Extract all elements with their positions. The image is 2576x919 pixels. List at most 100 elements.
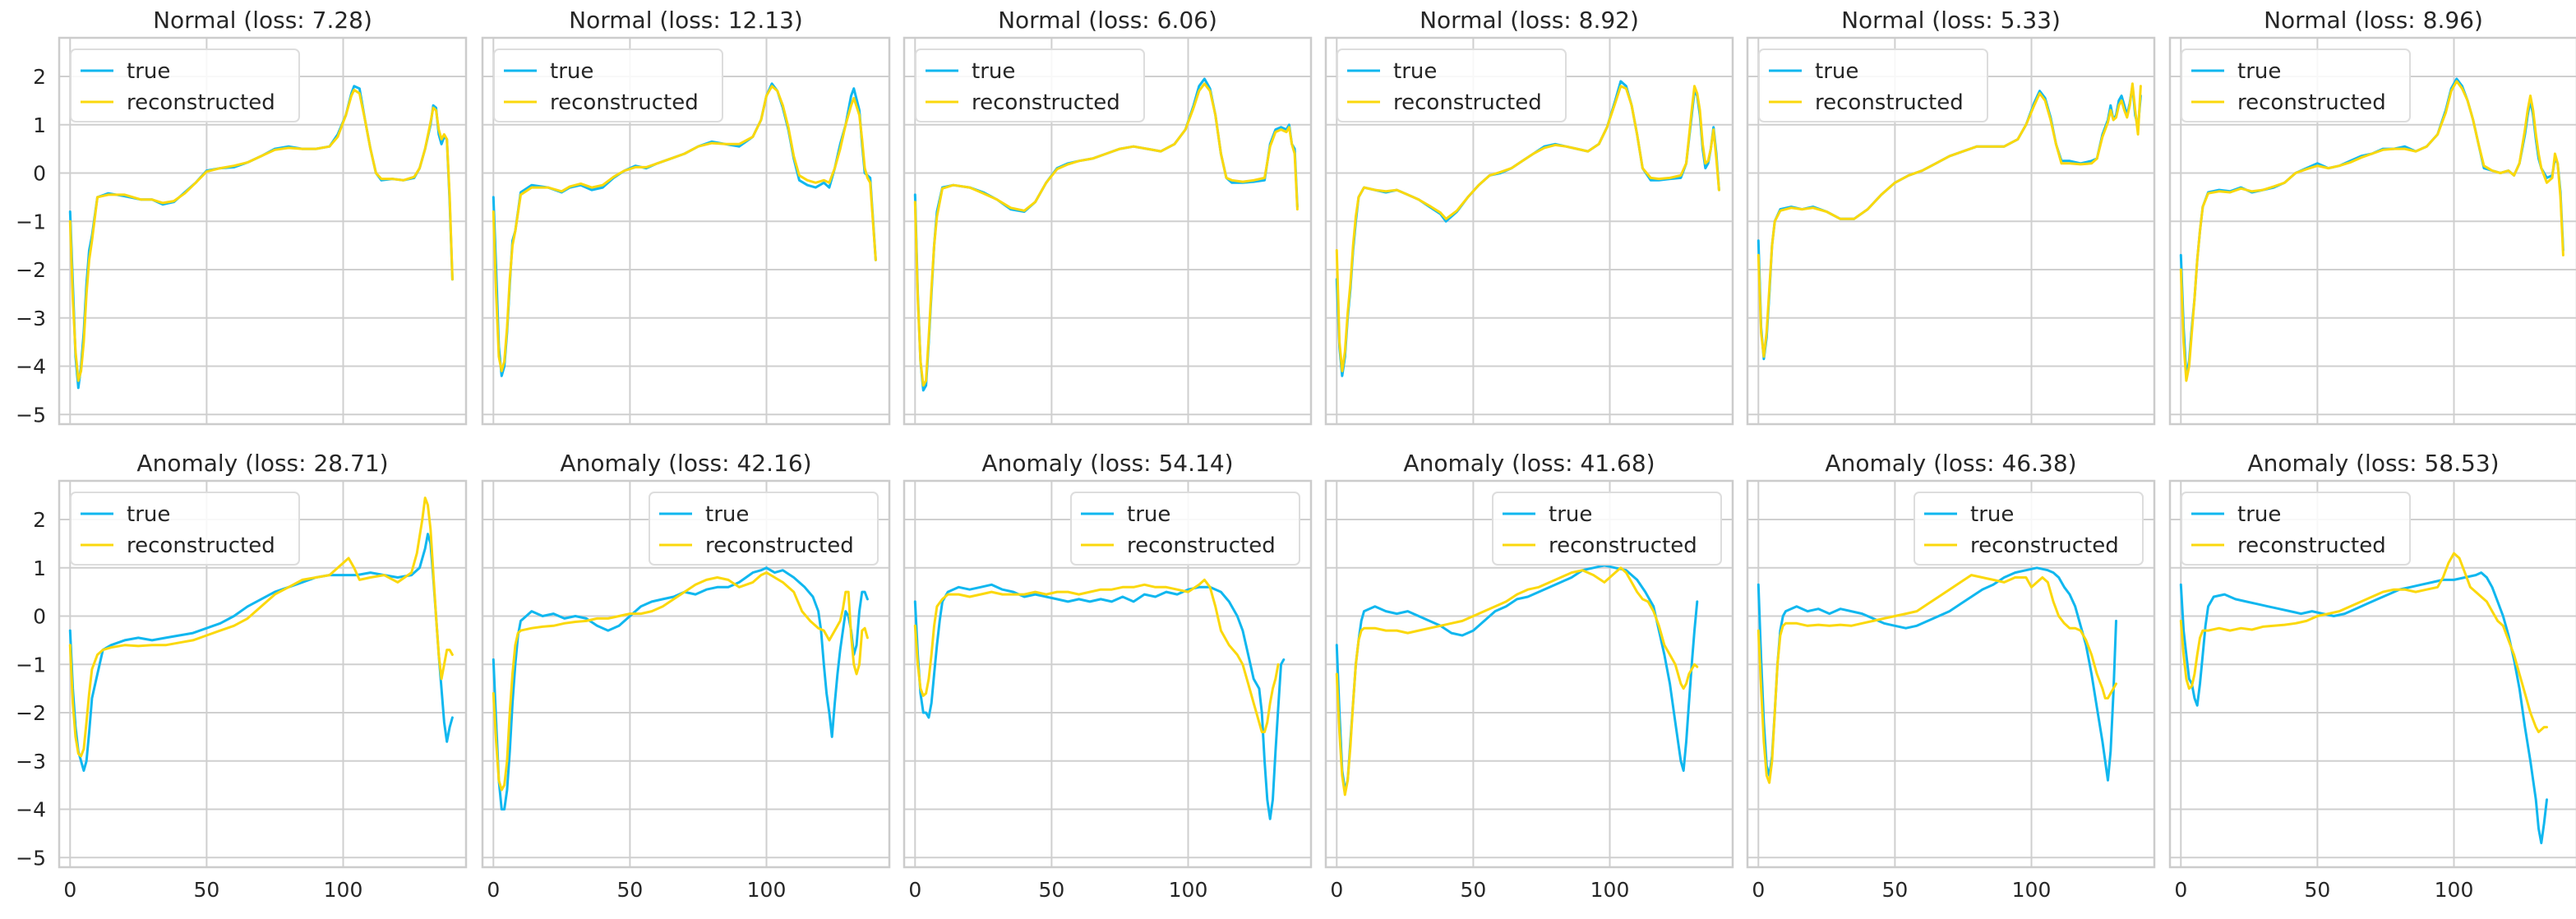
subplot-title: Anomaly (loss: 58.53) [2247, 450, 2499, 477]
subplot-10: Anomaly (loss: 41.68) 0 50 100 true reconstru… [1324, 450, 1734, 902]
legend-label: reconstructed [127, 533, 275, 558]
legend-box [493, 48, 723, 122]
subplot-8: Anomaly (loss: 42.16) 0 50 100 true reconstru… [481, 450, 891, 902]
legend-label: true [127, 502, 170, 527]
legend-label: reconstructed [550, 90, 699, 115]
y-tick-label: 0 [33, 162, 46, 186]
y-tick-label: 1 [33, 113, 46, 137]
legend-label: true [1549, 502, 1592, 527]
legend-label: true [1970, 502, 2014, 527]
legend: true reconstructed [70, 48, 300, 122]
y-tick-label: −1 [16, 653, 46, 677]
y-tick-label: 0 [33, 605, 46, 629]
plot-frame [2168, 479, 2576, 869]
y-tick-label: −5 [16, 403, 46, 427]
legend-label: true [2237, 59, 2281, 84]
legend-label: reconstructed [127, 90, 275, 115]
subplot-title: Normal (loss: 6.06) [998, 7, 1217, 34]
x-tick-label: 100 [2012, 878, 2052, 902]
legend-label: true [127, 59, 170, 84]
legend-box [1758, 48, 1988, 122]
x-tick-label: 50 [616, 878, 643, 902]
subplot-4: Normal (loss: 8.92) true reconstructed [1324, 7, 1734, 426]
subplot-title: Normal (loss: 8.96) [2264, 7, 2483, 34]
series-line-reconstructed [1335, 85, 1720, 372]
x-tick-label: 50 [1038, 878, 1064, 902]
subplot-7: Anomaly (loss: 28.71) −5 −4 −3 −2 −1 0 1 2 0 50 100… [16, 450, 468, 902]
legend-box [70, 48, 300, 122]
legend-box [1336, 48, 1567, 122]
plot-frame [58, 36, 468, 426]
series-line-reconstructed [2179, 80, 2564, 382]
subplot-2: Normal (loss: 12.13) true reconstructed [481, 7, 891, 426]
legend-label: reconstructed [705, 533, 854, 558]
x-tick-label: 50 [1460, 878, 1486, 902]
legend-box [70, 492, 300, 566]
x-tick-label: 0 [2174, 878, 2187, 902]
series-line-reconstructed [492, 571, 869, 792]
legend-label: reconstructed [1127, 533, 1276, 558]
plot-frame [903, 36, 1313, 426]
x-tick-label: 50 [2304, 878, 2330, 902]
plot-frame [903, 479, 1313, 869]
series-line-reconstructed [492, 85, 877, 372]
legend: true reconstructed [1336, 48, 1567, 122]
legend-label: reconstructed [1393, 90, 1542, 115]
subplot-3: Normal (loss: 6.06) true reconstructed [903, 7, 1313, 426]
subplot-1: Normal (loss: 7.28) −5 −4 −3 −2 −1 0 1 2 true reco… [16, 7, 468, 427]
legend-label: true [705, 502, 749, 527]
x-tick-label: 0 [908, 878, 921, 902]
series-line-true [1757, 566, 2117, 782]
series-line-reconstructed [913, 578, 1280, 733]
legend-label: reconstructed [2237, 90, 2386, 115]
x-tick-label: 100 [1590, 878, 1630, 902]
legend: true reconstructed [2181, 492, 2411, 566]
series-line-reconstructed [68, 496, 454, 758]
y-tick-label: −4 [16, 798, 46, 822]
legend-label: true [550, 59, 593, 84]
subplot-6: Normal (loss: 8.96) true reconstructed [2168, 7, 2576, 426]
series-line-reconstructed [913, 82, 1299, 387]
subplot-title: Normal (loss: 5.33) [1841, 7, 2061, 34]
series-line-reconstructed [1757, 574, 2117, 784]
x-tick-label: 0 [1752, 878, 1765, 902]
legend: true reconstructed [70, 492, 300, 566]
legend-box [1914, 492, 2144, 566]
legend-box [2181, 48, 2411, 122]
legend-box [2181, 492, 2411, 566]
subplot-title: Anomaly (loss: 41.68) [1403, 450, 1655, 477]
subplot-title: Anomaly (loss: 42.16) [560, 450, 811, 477]
legend: true reconstructed [915, 48, 1145, 122]
y-tick-label: 2 [33, 508, 46, 532]
x-tick-label: 100 [747, 878, 787, 902]
subplot-title: Normal (loss: 12.13) [569, 7, 803, 34]
y-tick-label: −5 [16, 846, 46, 870]
legend-label: true [1127, 502, 1170, 527]
legend: true reconstructed [1914, 492, 2144, 566]
x-tick-label: 50 [1881, 878, 1908, 902]
plot-frame [1324, 479, 1734, 869]
plot-frame [481, 479, 891, 869]
legend-label: reconstructed [1970, 533, 2119, 558]
legend-box [915, 48, 1145, 122]
y-tick-label: −3 [16, 307, 46, 330]
subplot-5: Normal (loss: 5.33) true reconstructed [1746, 7, 2156, 426]
plot-frame [2168, 36, 2576, 426]
y-tick-label: −1 [16, 210, 46, 233]
legend-label: reconstructed [1815, 90, 1964, 115]
legend-box [1492, 492, 1722, 566]
legend-label: true [1393, 59, 1437, 84]
y-tick-label: 1 [33, 556, 46, 580]
legend: true reconstructed [1492, 492, 1722, 566]
plot-frame [58, 479, 468, 869]
x-tick-label: 0 [1330, 878, 1343, 902]
series-line-reconstructed [1335, 566, 1699, 797]
plot-frame [1324, 36, 1734, 426]
plot-frame [481, 36, 891, 426]
subplot-title: Anomaly (loss: 54.14) [981, 450, 1233, 477]
y-tick-label: 2 [33, 65, 46, 89]
legend-label: reconstructed [2237, 533, 2386, 558]
series-line-reconstructed [2179, 552, 2548, 733]
x-tick-label: 0 [63, 878, 76, 902]
legend: true reconstructed [649, 492, 879, 566]
